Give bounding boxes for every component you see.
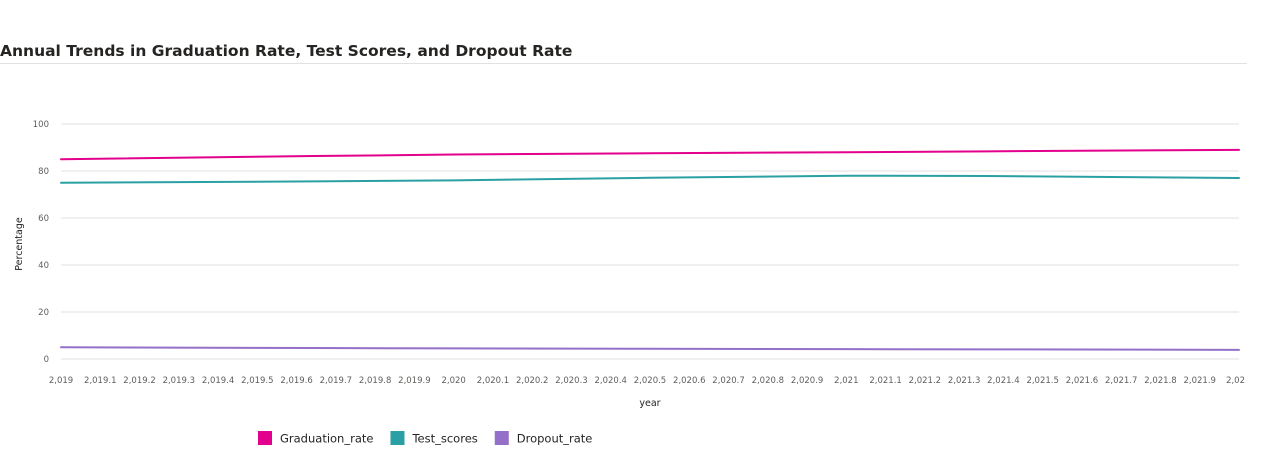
x-tick-label: 2,019.5 (241, 376, 273, 386)
x-tick-label: 2,019 (49, 376, 73, 386)
x-tick-label: 2,021.6 (1066, 376, 1098, 386)
y-axis-title: Percentage (14, 217, 25, 271)
legend-swatch (258, 431, 272, 445)
x-tick-label: 2,020.5 (634, 376, 666, 386)
y-tick-label: 20 (38, 308, 49, 318)
x-tick-label: 2,019.3 (163, 376, 195, 386)
x-tick-label: 2,020.8 (752, 376, 784, 386)
series-lines (60, 148, 1240, 351)
legend-item[interactable]: Test_scores (390, 431, 478, 446)
x-tick-label: 2,020.1 (477, 376, 509, 386)
x-tick-label: 2,019.6 (280, 376, 312, 386)
legend-label: Dropout_rate (517, 432, 593, 446)
legend: Graduation_rate Test_scores Dropout_rate (258, 431, 592, 446)
legend-item[interactable]: Dropout_rate (494, 431, 593, 446)
chart-title: Annual Trends in Graduation Rate, Test S… (0, 42, 573, 60)
x-tick-label: 2,021 (834, 376, 858, 386)
y-tick-label: 60 (38, 214, 49, 224)
x-tick-label: 2,020 (441, 376, 465, 386)
y-tick-label: 80 (38, 167, 49, 177)
y-axis-ticks: 0 20 40 60 80 100 (33, 120, 49, 365)
series-line-test-scores (60, 174, 1240, 184)
x-tick-label: 2,021.4 (987, 376, 1019, 386)
x-tick-label: 2,021.2 (909, 376, 941, 386)
y-tick-label: 0 (44, 355, 49, 365)
x-tick-label: 2,021.7 (1105, 376, 1137, 386)
x-tick-label: 2,020.6 (673, 376, 705, 386)
x-axis-ticks: 2,019 2,019.1 2,019.2 2,019.3 2,019.4 2,019.5… (49, 376, 1245, 386)
x-tick-label: 2,019.2 (123, 376, 155, 386)
title-divider (0, 63, 1247, 64)
x-tick-label: 2,020.2 (516, 376, 548, 386)
y-tick-label: 40 (38, 261, 49, 271)
x-tick-label: 2,019.7 (320, 376, 352, 386)
legend-swatch (390, 431, 405, 445)
series-line-dropout-rate (60, 346, 1240, 351)
x-tick-label: 2,021.9 (1184, 376, 1216, 386)
x-tick-label: 2,019.1 (84, 376, 116, 386)
x-axis-title: year (639, 398, 660, 409)
legend-swatch (494, 431, 509, 445)
x-tick-label: 2,02 (1226, 376, 1245, 386)
x-tick-label: 2,019.8 (359, 376, 391, 386)
x-tick-label: 2,021.5 (1026, 376, 1058, 386)
x-tick-label: 2,020.9 (791, 376, 823, 386)
x-tick-label: 2,021.1 (869, 376, 901, 386)
y-tick-label: 100 (33, 120, 49, 130)
legend-label: Test_scores (411, 432, 477, 446)
x-tick-label: 2,020.4 (595, 376, 627, 386)
legend-label: Graduation_rate (280, 432, 373, 446)
x-tick-label: 2,021.3 (948, 376, 980, 386)
series-line-graduation-rate (60, 148, 1240, 161)
gridlines (61, 123, 1239, 360)
x-tick-label: 2,019.9 (398, 376, 430, 386)
legend-item[interactable]: Graduation_rate (258, 431, 373, 446)
x-tick-label: 2,019.4 (202, 376, 234, 386)
x-tick-label: 2,020.3 (555, 376, 587, 386)
x-tick-label: 2,021.8 (1144, 376, 1176, 386)
x-tick-label: 2,020.7 (712, 376, 744, 386)
